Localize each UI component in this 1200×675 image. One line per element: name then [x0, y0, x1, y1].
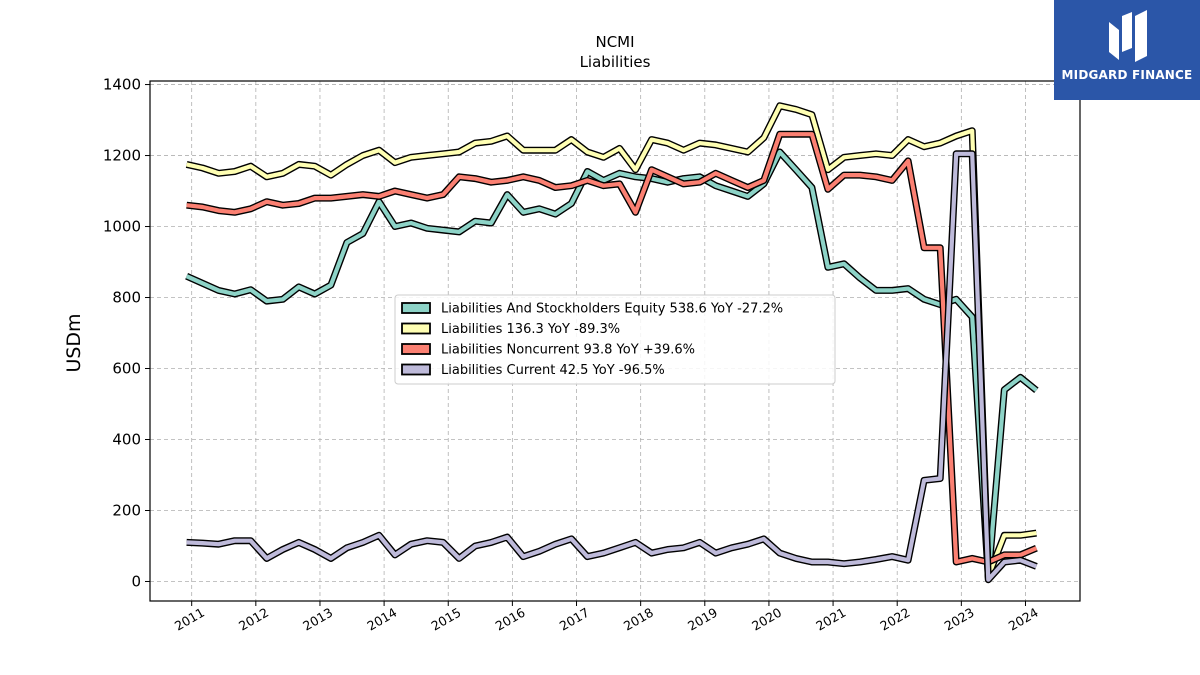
- y-tick-label: 200: [112, 501, 141, 519]
- x-tick-label: 2022: [877, 605, 912, 634]
- y-tick-label: 800: [112, 289, 141, 307]
- x-tick-label: 2021: [813, 605, 848, 634]
- legend-swatch: [401, 343, 431, 355]
- y-tick-label: 1200: [103, 147, 141, 165]
- legend-swatch: [401, 322, 431, 335]
- x-tick-label: 2015: [428, 605, 463, 634]
- midgard-logo-icon: [1109, 10, 1147, 62]
- legend-swatch: [401, 302, 431, 314]
- y-axis-label: USDm: [63, 313, 85, 372]
- x-tick-label: 2018: [621, 605, 656, 634]
- y-axis: 0 200 400 600 800 1000 1200 1400: [103, 76, 150, 590]
- x-axis: 2011 2012 2013 2014 2015 2016 2017 2018 2019 2020…: [172, 601, 1041, 634]
- chart-title: NCMI: [595, 33, 634, 51]
- legend-box: [394, 294, 836, 385]
- y-tick-label: 1400: [103, 76, 141, 94]
- x-tick-label: 2013: [300, 605, 335, 634]
- legend-swatch: [401, 363, 431, 376]
- series-line-liabilities-current: [186, 151, 1038, 582]
- chart-subtitle: Liabilities: [580, 53, 651, 71]
- x-tick-label: 2024: [1006, 605, 1041, 634]
- legend-entry: Liabilities Noncurrent 93.8 YoY +39.6%: [441, 343, 695, 358]
- x-tick-label: 2016: [493, 605, 528, 634]
- x-tick-label: 2014: [364, 605, 399, 634]
- legend-entry: Liabilities And Stockholders Equity 538.…: [441, 302, 783, 317]
- x-tick-label: 2012: [236, 605, 271, 634]
- series-lines: [185, 102, 1039, 584]
- brand-logo: MIDGARD FINANCE: [1054, 0, 1200, 100]
- y-tick-label: 1000: [103, 218, 141, 236]
- y-tick-label: 400: [112, 430, 141, 448]
- legend-entry: Liabilities 136.3 YoY -89.3%: [441, 322, 620, 337]
- y-tick-label: 600: [112, 360, 141, 378]
- x-tick-label: 2020: [749, 605, 784, 634]
- brand-name: MIDGARD FINANCE: [1061, 68, 1193, 82]
- x-tick-label: 2017: [557, 605, 592, 634]
- y-tick-label: 0: [131, 572, 141, 590]
- plot-frame: [149, 80, 1081, 602]
- x-tick-label: 2023: [942, 605, 977, 634]
- series-line-liabilities-noncurrent: [186, 132, 1038, 565]
- series-line-liabilities: [186, 103, 1037, 579]
- x-tick-label: 2011: [172, 605, 207, 634]
- legend: Liabilities And Stockholders Equity 538.…: [394, 294, 836, 385]
- series-line-liabilities-and-stockholders-equity: [185, 149, 1038, 581]
- legend-entry: Liabilities Current 42.5 YoY -96.5%: [441, 363, 665, 378]
- x-tick-label: 2019: [685, 605, 720, 634]
